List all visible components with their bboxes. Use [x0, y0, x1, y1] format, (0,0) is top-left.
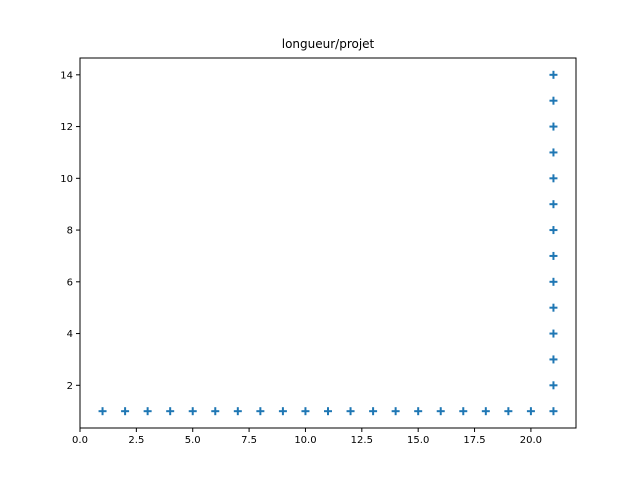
plot-area: [80, 58, 576, 428]
data-point: [549, 148, 558, 157]
x-tick-label: 17.5: [463, 435, 485, 446]
data-point: [549, 251, 558, 260]
data-point: [549, 174, 558, 183]
x-tick-label: 7.5: [241, 435, 257, 446]
data-point: [346, 407, 355, 416]
x-axis-ticks: 0.0 2.5 5.0 7.5 10.0 12.5 15.0 17.5 20.0: [72, 428, 542, 446]
data-point: [211, 407, 220, 416]
data-point: [549, 407, 558, 416]
data-point: [391, 407, 400, 416]
data-point: [549, 70, 558, 79]
data-point: [98, 407, 107, 416]
y-tick-label: 10: [60, 174, 73, 185]
data-point: [121, 407, 130, 416]
data-point: [549, 277, 558, 286]
x-tick-label: 15.0: [407, 435, 429, 446]
data-point: [369, 407, 378, 416]
data-point: [481, 407, 490, 416]
data-point: [526, 407, 535, 416]
data-point: [233, 407, 242, 416]
y-tick-label: 4: [67, 329, 73, 340]
y-tick-label: 12: [60, 122, 73, 133]
data-point: [324, 407, 332, 416]
data-point: [166, 407, 175, 416]
data-point: [549, 96, 558, 105]
y-tick-label: 2: [67, 381, 73, 392]
chart-title: longueur/projet: [282, 37, 375, 51]
data-point: [549, 381, 558, 390]
data-point: [549, 329, 558, 338]
data-point: [301, 407, 310, 416]
data-point: [549, 226, 558, 235]
data-point: [414, 407, 423, 416]
data-point: [278, 407, 287, 416]
y-tick-label: 6: [67, 277, 73, 288]
data-point: [549, 200, 558, 209]
data-point: [188, 407, 197, 416]
plot-frame: [79, 57, 577, 429]
data-point: [549, 122, 558, 131]
data-point: [549, 355, 558, 364]
y-tick-label: 8: [67, 226, 73, 237]
y-axis-ticks: 2 4 6 8 10 12 14: [60, 70, 80, 392]
data-point: [256, 407, 265, 416]
data-point: [459, 407, 468, 416]
x-tick-label: 10.0: [294, 435, 316, 446]
data-point: [504, 407, 513, 416]
x-tick-label: 20.0: [520, 435, 542, 446]
data-point: [143, 407, 152, 416]
x-tick-label: 0.0: [72, 435, 88, 446]
x-tick-label: 12.5: [351, 435, 373, 446]
data-point: [549, 303, 558, 312]
data-point: [436, 407, 445, 416]
x-tick-label: 5.0: [185, 435, 201, 446]
data-points: [98, 70, 558, 416]
y-tick-label: 14: [60, 70, 73, 81]
x-tick-label: 2.5: [128, 435, 144, 446]
